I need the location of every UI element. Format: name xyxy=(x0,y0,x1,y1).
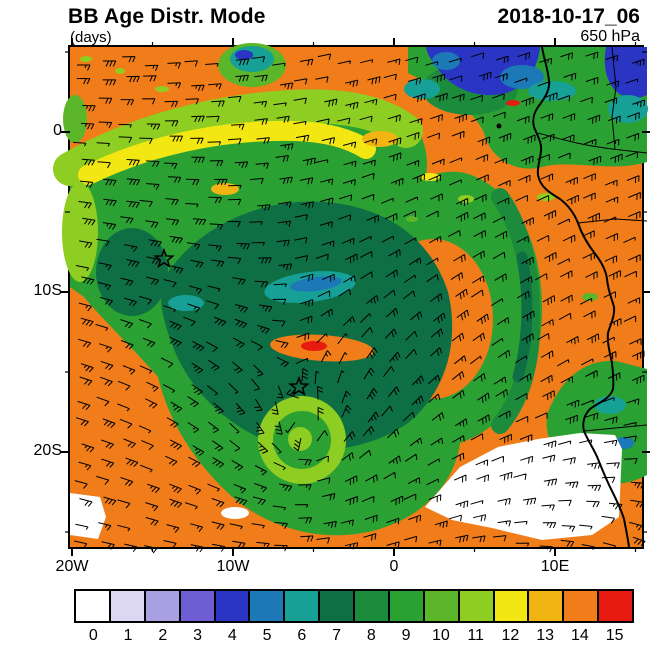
colorbar-cell xyxy=(459,591,495,621)
colorbar-cell xyxy=(110,591,146,621)
colorbar xyxy=(74,589,634,623)
colorbar-cell xyxy=(76,591,111,621)
contour-band-yellowgreen xyxy=(53,89,423,186)
colorbar-labels: 0 1 2 3 4 5 6 7 8 9 10 11 12 13 14 15 xyxy=(76,627,632,645)
x-tick-label-0: 0 xyxy=(389,558,399,575)
wind-barbs xyxy=(72,51,646,554)
map-frame xyxy=(53,38,650,556)
x-tick-label-10e: 10E xyxy=(540,558,570,575)
star-marker xyxy=(153,247,175,269)
colorbar-cell xyxy=(145,591,181,621)
contour-patch xyxy=(290,276,342,292)
colorbar-tick-label: 5 xyxy=(262,627,272,644)
map-plot xyxy=(53,38,650,556)
contour-white-patch xyxy=(70,493,106,539)
colorbar-cell xyxy=(424,591,460,621)
country-border xyxy=(577,218,648,224)
colorbar-tick-label: 4 xyxy=(227,627,237,644)
contour-white-region xyxy=(425,433,622,540)
contour-patch xyxy=(500,65,544,89)
contour-fleck xyxy=(115,68,125,74)
colorbar-tick-label: 2 xyxy=(158,627,168,644)
y-tick-label-20s: 20S xyxy=(33,442,62,459)
colorbar-tick-label: 10 xyxy=(431,627,450,644)
contour-patch xyxy=(404,79,440,99)
country-border xyxy=(537,132,648,154)
country-border xyxy=(583,424,648,432)
country-border xyxy=(611,46,617,150)
star-marker xyxy=(288,375,310,397)
y-tick-label-0: 0 xyxy=(53,122,62,139)
plot-title: BB Age Distr. Mode xyxy=(68,5,266,28)
colorbar-tick-label: 1 xyxy=(123,627,133,644)
contour-band-yellow xyxy=(78,120,376,185)
colorbar-tick-label: 15 xyxy=(605,627,624,644)
colorbar-tick-label: 3 xyxy=(193,627,203,644)
contour-patch xyxy=(96,228,168,316)
colorbar-tick-label: 0 xyxy=(88,627,98,644)
contour-arc-darkgreen xyxy=(512,251,533,383)
island-dot xyxy=(496,123,502,129)
contour-fleck xyxy=(155,86,169,92)
contour-patch xyxy=(168,295,204,311)
colorbar-cell xyxy=(599,591,632,621)
contour-fleck xyxy=(406,216,418,222)
colorbar-tick-label: 12 xyxy=(501,627,520,644)
colorbar-cell xyxy=(320,591,355,621)
colorbar-tick-label: 9 xyxy=(401,627,411,644)
contour-fleck xyxy=(506,100,520,106)
colorbar-tick-label: 11 xyxy=(467,627,484,644)
contour-patch xyxy=(63,95,87,143)
colorbar-cell xyxy=(180,591,216,621)
colorbar-cell xyxy=(529,591,565,621)
contour-fleck xyxy=(582,293,598,301)
contour-fleck xyxy=(80,56,92,62)
vortex-center xyxy=(288,427,312,451)
contour-patch xyxy=(432,52,460,70)
colorbar-cell xyxy=(494,591,530,621)
contour-fleck xyxy=(420,173,440,181)
colorbar-tick-label: 7 xyxy=(332,627,342,644)
markers xyxy=(153,123,502,397)
contour-patch xyxy=(301,341,327,351)
valid-datetime: 2018-10-17_06 xyxy=(497,5,640,28)
colorbar-cell xyxy=(355,591,390,621)
contour-patch xyxy=(235,50,253,60)
colorbar-tick-label: 14 xyxy=(570,627,589,644)
x-tick-label-20w: 20W xyxy=(55,558,89,575)
colorbar-cell xyxy=(389,591,425,621)
contour-patch xyxy=(528,81,576,101)
colorbar-tick-label: 8 xyxy=(366,627,376,644)
contour-patch xyxy=(62,182,98,282)
contour-patch xyxy=(362,131,398,147)
pressure-level-label: 650 hPa xyxy=(580,28,640,45)
x-tick-label-10w: 10W xyxy=(216,558,250,575)
colorbar-cell xyxy=(250,591,286,621)
colorbar-tick-label: 13 xyxy=(536,627,555,644)
colorbar-cell xyxy=(215,591,251,621)
colorbar-cell xyxy=(564,591,600,621)
colorbar-tick-label: 6 xyxy=(297,627,307,644)
y-tick-label-10s: 10S xyxy=(33,282,62,299)
contour-white-patch xyxy=(221,507,249,519)
contour-patch xyxy=(230,46,274,72)
colorbar-cell xyxy=(285,591,321,621)
units-label: (days) xyxy=(70,29,112,46)
